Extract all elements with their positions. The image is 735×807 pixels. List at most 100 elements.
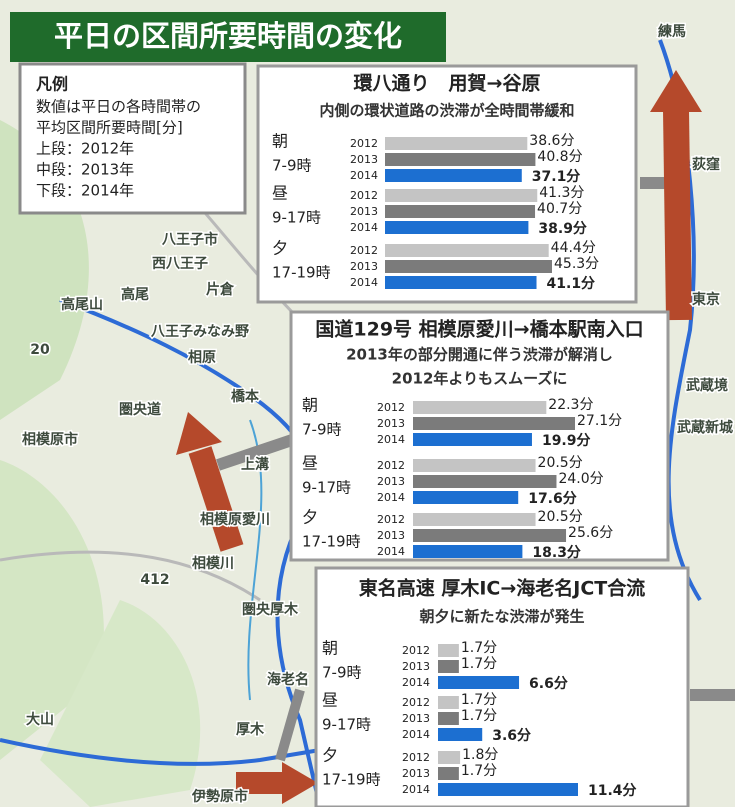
bar <box>438 728 482 741</box>
map-label: 20 <box>30 342 50 358</box>
year-label: 2012 <box>402 644 430 657</box>
year-label: 2012 <box>350 244 378 257</box>
period-label: 昼 <box>322 691 338 710</box>
year-label: 2014 <box>377 545 405 558</box>
value-label: 1.7分 <box>461 656 497 672</box>
legend-heading: 凡例 <box>36 75 68 94</box>
bar <box>385 260 552 273</box>
year-label: 2014 <box>350 221 378 234</box>
period-time: 17-19時 <box>302 533 361 551</box>
year-label: 2013 <box>402 660 430 673</box>
period-time: 7-9時 <box>302 421 342 439</box>
period-time: 7-9時 <box>272 157 312 175</box>
period-label: 朝 <box>322 639 338 658</box>
map-label: 相模川 <box>192 555 234 572</box>
bar <box>385 189 537 202</box>
year-label: 2014 <box>402 676 430 689</box>
period-time: 17-19時 <box>322 771 381 789</box>
value-label: 27.1分 <box>577 413 622 429</box>
year-label: 2013 <box>377 475 405 488</box>
year-label: 2013 <box>350 153 378 166</box>
bar <box>413 513 536 526</box>
bar <box>413 401 546 414</box>
panel-subtitle: 内側の環状道路の渋滞が全時間帯緩和 <box>319 102 574 120</box>
value-label: 41.1分 <box>547 276 596 292</box>
value-label: 1.7分 <box>461 708 497 724</box>
map-label: 圏央厚木 <box>242 601 299 618</box>
value-label: 45.3分 <box>554 256 599 272</box>
year-label: 2013 <box>350 205 378 218</box>
year-label: 2012 <box>377 401 405 414</box>
period-label: 夕 <box>272 239 288 258</box>
map-label: 伊勢原市 <box>191 788 248 805</box>
map-label: 高尾山 <box>61 296 103 313</box>
year-label: 2013 <box>402 712 430 725</box>
value-label: 18.3分 <box>532 545 581 561</box>
period-time: 9-17時 <box>272 209 321 227</box>
map-label: 練馬 <box>658 23 686 40</box>
map-label: 大山 <box>26 711 54 728</box>
map-label: 相模原市 <box>22 431 78 448</box>
panel-subtitle: 朝夕に新たな渋滞が発生 <box>419 608 584 626</box>
year-label: 2013 <box>402 767 430 780</box>
bar <box>438 767 459 780</box>
bar <box>438 751 460 764</box>
year-label: 2014 <box>350 276 378 289</box>
bar <box>438 644 459 657</box>
arrow-shaft <box>676 110 679 320</box>
map-label: 相原 <box>188 349 216 366</box>
panel-title: 東名高速 厚木IC→海老名JCT合流 <box>359 577 646 600</box>
period-time: 9-17時 <box>302 479 351 497</box>
legend-line: 中段：2013年 <box>36 161 134 179</box>
map-label: 412 <box>140 572 169 588</box>
value-label: 38.6分 <box>529 133 574 149</box>
period-label: 夕 <box>322 746 338 765</box>
map-label: 高尾 <box>121 286 149 303</box>
year-label: 2012 <box>402 696 430 709</box>
year-label: 2013 <box>377 529 405 542</box>
bar <box>413 491 518 504</box>
year-label: 2012 <box>377 513 405 526</box>
bar <box>413 459 536 472</box>
period-label: 朝 <box>272 132 288 151</box>
value-label: 41.3分 <box>539 185 584 201</box>
year-label: 2012 <box>350 189 378 202</box>
value-label: 38.9分 <box>538 221 587 237</box>
map-label: 八王子市 <box>161 231 218 248</box>
map-label: 八王子みなみ野 <box>150 324 249 340</box>
bar <box>413 545 522 558</box>
panel-subtitle: 2013年の部分開通に伴う渋滞が解消し <box>346 346 613 364</box>
bar <box>438 696 459 709</box>
year-label: 2014 <box>402 783 430 796</box>
legend-line: 上段：2012年 <box>36 140 134 158</box>
year-label: 2012 <box>350 137 378 150</box>
bar <box>438 783 578 796</box>
value-label: 20.5分 <box>538 509 583 525</box>
value-label: 6.6分 <box>529 676 568 692</box>
bar <box>413 417 575 430</box>
map-label: 橋本 <box>231 388 260 405</box>
title: 平日の区間所要時間の変化 <box>54 19 402 53</box>
year-label: 2012 <box>377 459 405 472</box>
period-label: 夕 <box>302 508 318 527</box>
value-label: 1.7分 <box>461 692 497 708</box>
map-label: 片倉 <box>206 281 235 298</box>
map-label: 相模原愛川 <box>200 511 270 528</box>
bar <box>385 153 535 166</box>
period-time: 7-9時 <box>322 664 362 682</box>
bar <box>385 169 522 182</box>
bar <box>413 433 532 446</box>
bar <box>385 276 537 289</box>
value-label: 3.6分 <box>492 728 531 744</box>
year-label: 2012 <box>402 751 430 764</box>
bar <box>413 475 556 488</box>
map-label: 圏央道 <box>119 401 161 418</box>
panel-title: 環八通り 用賀→谷原 <box>354 73 541 95</box>
value-label: 40.8分 <box>537 149 582 165</box>
bar <box>438 676 519 689</box>
panels: 環八通り 用賀→谷原内側の環状道路の渋滞が全時間帯緩和朝7-9時201238.6… <box>258 66 688 807</box>
legend-line: 下段：2014年 <box>36 182 134 200</box>
period-label: 昼 <box>272 184 288 203</box>
